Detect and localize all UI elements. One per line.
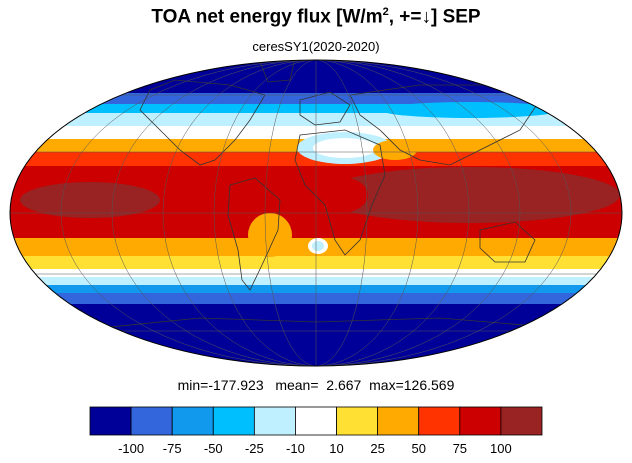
colorbar-swatch-9 (459, 406, 502, 436)
region-samerica-orange (248, 213, 292, 257)
region-pacific-darkred (320, 167, 620, 223)
colorbar-tick-label: 10 (329, 441, 344, 456)
region-arabia-orange (373, 140, 417, 160)
region-southatlantic-lightblue (312, 241, 324, 251)
colorbar-tick-label: -25 (244, 441, 264, 456)
plot-title: TOA net energy flux [W/m2, +=↓] SEP (151, 6, 481, 28)
region-sahara-white (313, 138, 377, 158)
colorbar-swatch-7 (377, 406, 420, 436)
region-africa-red (312, 177, 368, 213)
max-label: max= (369, 377, 404, 393)
colorbar-swatch-1 (130, 406, 173, 436)
mean-value: 2.667 (326, 377, 362, 393)
colorbar-tick-label: -10 (286, 441, 305, 456)
coast-north-america (139, 79, 266, 166)
colorbar-tick-label: 75 (452, 441, 468, 456)
mean-label: mean= (275, 377, 319, 393)
colorbar-swatch-5 (295, 406, 337, 436)
map-border (9, 59, 623, 367)
colorbar-swatch-6 (336, 406, 379, 436)
region-eastpacific-darkred (20, 182, 160, 218)
colorbar-swatch-4 (253, 406, 296, 436)
colorbar-swatch-10 (500, 406, 543, 436)
colorbar-swatch-2 (171, 406, 214, 436)
min-label: min= (177, 377, 209, 393)
colorbar-tick-label: 50 (411, 441, 426, 456)
region-asia-blue (380, 102, 560, 118)
coast-south-america (227, 177, 281, 291)
colorbar-tick-label: -75 (162, 441, 182, 456)
max-value: 126.569 (403, 377, 455, 393)
coast-africa (294, 129, 386, 256)
colorbar-swatch-0 (89, 406, 132, 436)
coast-australia (479, 221, 536, 263)
coast-europe (299, 91, 351, 126)
min-value: -177.923 (208, 377, 264, 393)
colorbar-swatch-3 (212, 406, 255, 436)
coast-greenland (259, 60, 296, 83)
graticule (10, 60, 622, 366)
colorbar-tick-label: -50 (203, 441, 223, 456)
stats-line: min=-177.923 mean= 2.667 max=126.569 (0, 377, 632, 393)
plot-subtitle: ceresSY1(2020-2020) (252, 39, 380, 54)
colorbar-tick-label: 100 (490, 441, 512, 456)
colorbar-tick-label: 25 (370, 441, 385, 456)
colorbar-tick-label: -100 (118, 441, 145, 456)
colorbar-swatch-8 (418, 406, 461, 436)
